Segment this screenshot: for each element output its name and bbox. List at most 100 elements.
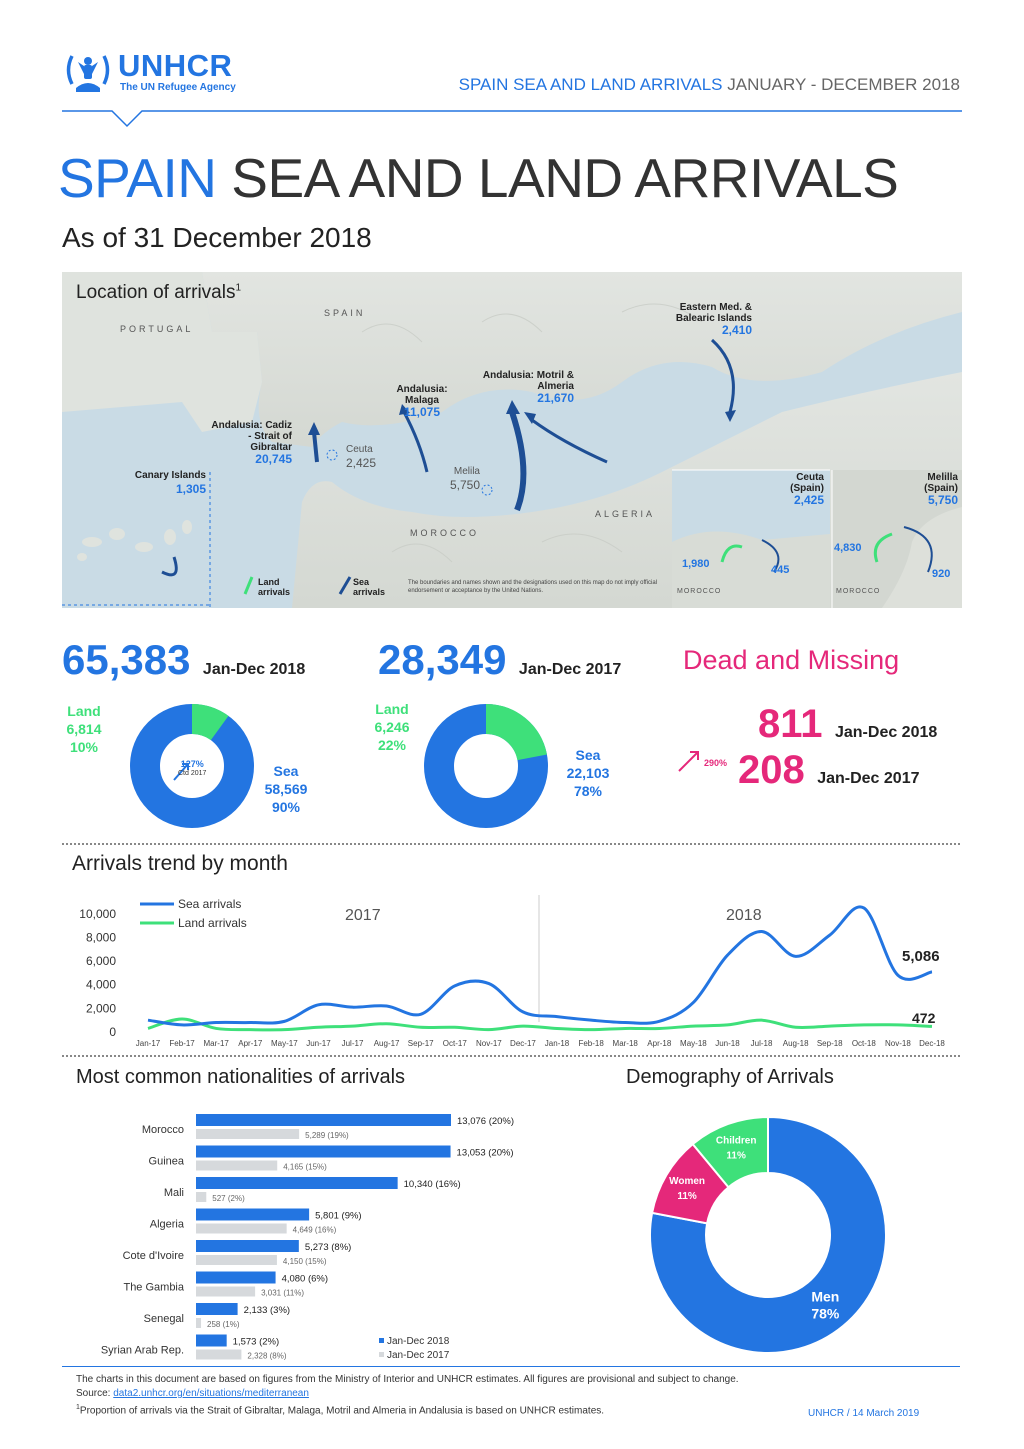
trend-last-land: 472 — [912, 1010, 936, 1026]
bar-2018 — [196, 1271, 276, 1284]
total-2018-period: Jan-Dec 2018 — [202, 661, 306, 678]
demography-label: Men — [811, 1288, 839, 1304]
bar-2017-label: 527 (2%) — [212, 1194, 245, 1203]
x-tick-label: Apr-18 — [647, 1039, 672, 1048]
inset-ceuta-label: Ceuta (Spain) 2,425 — [790, 472, 824, 507]
x-tick-label: Jul-17 — [342, 1039, 364, 1048]
nationality-label: Cote d'Ivoire — [123, 1250, 184, 1262]
bar-2017-label: 4,649 (16%) — [293, 1226, 337, 1235]
nationalities-title: Most common nationalities of arrivals — [76, 1066, 406, 1088]
x-tick-label: Sep-17 — [408, 1039, 434, 1048]
bar-2017 — [196, 1349, 242, 1360]
demography-value: 11% — [677, 1191, 697, 1202]
legend-sea-arrow-icon — [338, 576, 352, 595]
bar-2017-label: 2,328 (8%) — [247, 1352, 286, 1361]
total-2018: 65,383 Jan-Dec 2018 — [62, 636, 305, 684]
x-tick-label: Jun-17 — [306, 1039, 331, 1048]
unhcr-emblem-icon — [66, 55, 110, 92]
trend-sea-line — [147, 905, 933, 1027]
y-tick-label: 4,000 — [86, 978, 116, 992]
dead-2017-period: Jan-Dec 2017 — [817, 770, 920, 787]
year-2018-label: 2018 — [726, 907, 762, 924]
donut-2018 — [130, 704, 254, 828]
y-tick-label: 6,000 — [86, 954, 116, 968]
header-divider — [62, 110, 962, 128]
region-cadiz: Andalusia: Cadiz - Strait of Gibraltar 2… — [211, 420, 292, 466]
x-tick-label: Feb-18 — [578, 1039, 604, 1048]
legend-land-label: Land arrivals — [258, 577, 291, 597]
x-tick-label: Dec-18 — [919, 1039, 945, 1048]
nationality-label: The Gambia — [123, 1282, 184, 1294]
legend-land-text: Land arrivals — [178, 916, 247, 930]
x-tick-label: Jan-18 — [545, 1039, 570, 1048]
demography-label: Women — [669, 1176, 705, 1187]
source-link[interactable]: data2.unhcr.org/en/situations/mediterran… — [113, 1388, 309, 1399]
x-tick-label: Oct-18 — [852, 1039, 877, 1048]
map-disclaimer: The boundaries and names shown and the d… — [408, 580, 658, 594]
region-ceuta: Ceuta 2,425 — [346, 444, 377, 470]
bar-2018-label: 5,273 (8%) — [305, 1242, 351, 1253]
country-label-algeria: ALGERIA — [595, 509, 656, 519]
logo-text: UNHCR — [118, 48, 233, 83]
donut-2017 — [424, 704, 548, 828]
demography-label: Children — [716, 1136, 757, 1147]
donut-2018-land-label: Land 6,814 10% — [66, 703, 102, 756]
bar-2018 — [196, 1303, 238, 1315]
top-title-period: JANUARY - DECEMBER 2018 — [727, 75, 960, 94]
country-label-portugal: PORTUGAL — [120, 324, 194, 334]
bar-2017-label: 258 (1%) — [207, 1320, 240, 1329]
total-2018-value: 65,383 — [62, 636, 191, 683]
divider-1 — [62, 843, 960, 845]
bar-2017-label: 4,150 (15%) — [283, 1257, 327, 1266]
trend-title: Arrivals trend by month — [72, 852, 288, 875]
dead-missing-title: Dead and Missing — [683, 645, 900, 675]
legend-2018-text: Jan-Dec 2018 — [387, 1336, 450, 1347]
x-tick-label: Feb-17 — [169, 1039, 195, 1048]
x-tick-label: Oct-17 — [443, 1039, 468, 1048]
x-tick-label: Mar-17 — [204, 1039, 230, 1048]
nationality-label: Algeria — [150, 1219, 185, 1231]
unhcr-logo: UNHCR The UN Refugee Agency — [62, 44, 252, 96]
bar-2018-label: 4,080 (6%) — [282, 1274, 328, 1285]
country-label-spain: SPAIN — [324, 308, 366, 318]
inset-ceuta-land: 1,980 — [682, 558, 710, 570]
total-2017-period: Jan-Dec 2017 — [518, 661, 622, 678]
divider-2 — [62, 1055, 960, 1057]
x-tick-label: Nov-18 — [885, 1039, 911, 1048]
map-title: Location of arrivals1 — [76, 282, 242, 303]
bar-2018 — [196, 1208, 310, 1221]
x-tick-label: Aug-17 — [374, 1039, 400, 1048]
bar-2018 — [196, 1334, 227, 1347]
total-2017: 28,349 Jan-Dec 2017 — [378, 636, 621, 684]
x-tick-label: Sep-18 — [817, 1039, 843, 1048]
dead-up-arrow-icon — [678, 751, 699, 772]
demography-value: 78% — [811, 1305, 840, 1321]
x-tick-label: Jan-17 — [136, 1039, 161, 1048]
inset-ceuta-country: MOROCCO — [677, 588, 722, 595]
country-label-morocco: MOROCCO — [410, 528, 479, 538]
demography-slice-men — [649, 1115, 887, 1354]
bar-2018 — [196, 1240, 299, 1252]
y-tick-label: 8,000 — [86, 930, 116, 944]
region-malaga: Andalusia: Malaga 11,075 — [396, 384, 448, 419]
bar-2017-label: 5,289 (19%) — [305, 1131, 349, 1140]
dead-2017: 208 Jan-Dec 2017 — [738, 748, 920, 793]
bar-2018-label: 5,801 (9%) — [315, 1211, 361, 1222]
inset-melilla-label: Melilla (Spain) 5,750 — [924, 472, 958, 507]
bar-2018-label: 13,053 (20%) — [457, 1148, 514, 1159]
inset-melilla-country: MOROCCO — [836, 588, 881, 595]
nationality-label: Senegal — [144, 1313, 184, 1325]
x-tick-label: Apr-17 — [238, 1039, 263, 1048]
legend-sea-label: Sea arrivals — [353, 577, 386, 597]
logo-subtext: The UN Refugee Agency — [120, 82, 236, 93]
bar-2018-label: 10,340 (16%) — [404, 1179, 461, 1190]
legend-2017-text: Jan-Dec 2017 — [387, 1350, 450, 1361]
bar-2017-label: 4,165 (15%) — [283, 1163, 327, 1172]
x-tick-label: Mar-18 — [613, 1039, 639, 1048]
footer-note-2: 1Proportion of arrivals via the Strait o… — [76, 1404, 605, 1417]
inset-ceuta-sea: 445 — [771, 564, 790, 576]
top-title: SPAIN SEA AND LAND ARRIVALS JANUARY - DE… — [459, 75, 960, 95]
dead-change: 290% — [704, 758, 728, 768]
x-tick-label: Dec-17 — [510, 1039, 536, 1048]
dead-2018-value: 811 — [758, 702, 823, 746]
